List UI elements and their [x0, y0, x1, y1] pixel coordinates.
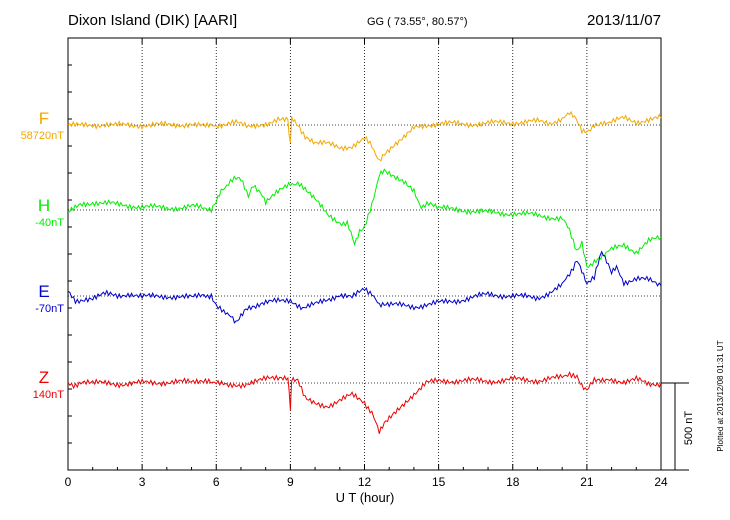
x-tick-label: 18: [506, 475, 520, 489]
x-tick-label: 21: [580, 475, 594, 489]
baseline-label-H: -40nT: [35, 217, 64, 229]
baseline-label-F: 58720nT: [21, 130, 65, 142]
x-tick-label: 6: [213, 475, 220, 489]
baseline-label-Z: 140nT: [33, 389, 64, 401]
series-name-H: H: [38, 196, 50, 215]
scale-bar: 500 nT: [661, 382, 695, 471]
series-labels: F 58720nT H -40nT E -70nT Z 140nT: [21, 109, 65, 401]
x-axis-label: U T (hour): [336, 490, 395, 505]
x-axis: 0 3 6 9 12 15 18 21 24: [65, 38, 668, 489]
x-tick-label: 0: [65, 475, 72, 489]
vertical-gridlines: [141, 38, 588, 470]
series-line-F: [67, 110, 662, 162]
series-name-F: F: [39, 109, 49, 128]
x-tick-label: 15: [432, 475, 446, 489]
coordinates-title: GG ( 73.55°, 80.57°): [367, 16, 468, 28]
baseline-label-E: -70nT: [35, 303, 64, 315]
x-tick-label: 24: [654, 475, 668, 489]
series-line-Z: [67, 370, 662, 434]
header: Dixon Island (DIK) [AARI] GG ( 73.55°, 8…: [68, 12, 661, 29]
plotted-note: Plotted at 2013/12/08 01:31 UT: [716, 340, 725, 451]
station-title: Dixon Island (DIK) [AARI]: [68, 12, 237, 29]
x-tick-label: 3: [139, 475, 146, 489]
series-lines: [67, 110, 662, 434]
x-tick-label: 9: [287, 475, 294, 489]
date-title: 2013/11/07: [587, 12, 661, 29]
series-name-Z: Z: [39, 368, 49, 387]
series-line-E: [67, 250, 662, 324]
x-tick-label: 12: [358, 475, 372, 489]
series-line-H: [67, 168, 662, 268]
scale-bar-label: 500 nT: [683, 411, 695, 446]
series-name-E: E: [38, 282, 49, 301]
